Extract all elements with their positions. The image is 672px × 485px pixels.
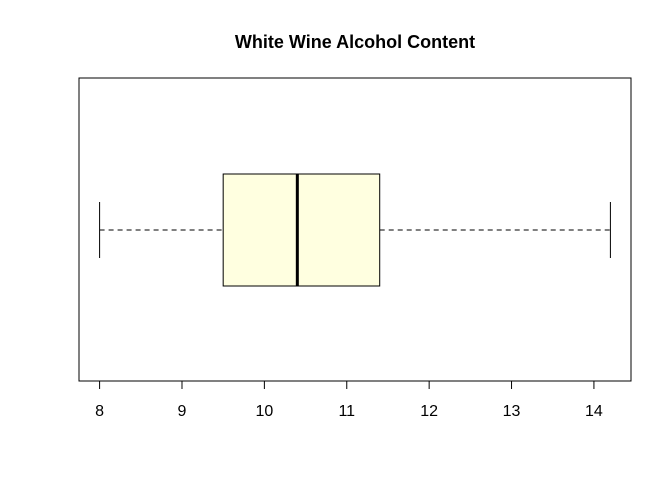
x-tick-label: 12 [420,403,438,420]
x-tick-label: 13 [503,403,521,420]
chart-title: White Wine Alcohol Content [235,32,475,52]
x-tick-label: 9 [178,403,187,420]
x-tick-label: 11 [338,403,355,420]
x-axis: 8 9 10 11 12 13 14 [95,380,603,420]
interquartile-box [222,173,381,287]
x-tick-label: 10 [255,403,273,420]
x-tick-label: 8 [95,403,104,420]
x-tick-label: 14 [585,403,603,420]
box-marks [99,173,611,287]
